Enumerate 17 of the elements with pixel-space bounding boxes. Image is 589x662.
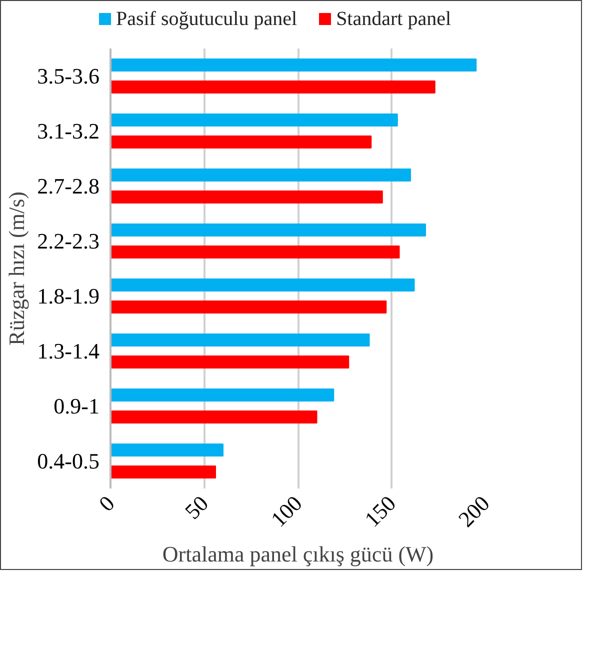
x-tick-label: 0 <box>94 490 120 516</box>
y-tick-label: 3.5-3.6 <box>37 64 100 88</box>
y-tick-label: 1.3-1.4 <box>37 338 100 364</box>
y-tick-label: 0.4-0.5 <box>37 448 100 474</box>
x-tick-label: 200 <box>453 490 494 532</box>
y-axis-title: Rüzgar hızı (m/s) <box>4 192 30 346</box>
x-tick-label: 100 <box>266 490 307 532</box>
y-tick-label: 3.1-3.2 <box>37 118 100 144</box>
y-tick-label: 2.7-2.8 <box>37 174 100 198</box>
x-tick-label: 150 <box>360 490 401 532</box>
legend-label: Standart panel <box>336 8 452 30</box>
y-tick-label: 2.2-2.3 <box>37 228 100 254</box>
x-axis-title: Ortalama panel çıkış gücü (W) <box>162 541 434 566</box>
legend-label: Pasif soğutuculu panel <box>116 8 298 30</box>
x-tick-label: 50 <box>180 490 214 524</box>
y-tick-label: 0.9-1 <box>54 394 100 418</box>
y-tick-label: 1.8-1.9 <box>37 284 100 308</box>
